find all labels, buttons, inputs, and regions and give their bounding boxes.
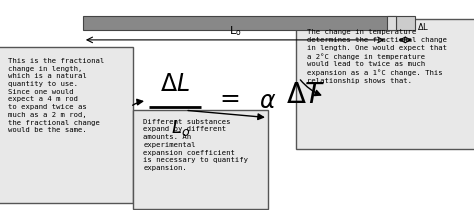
FancyBboxPatch shape (133, 110, 268, 209)
Text: $\mathsf{L_o}$: $\mathsf{L_o}$ (229, 24, 241, 38)
Text: Different substances
expand by different
amounts. An
experimental
expansion coef: Different substances expand by different… (143, 119, 248, 171)
Bar (396, 16, 415, 30)
Text: $=$: $=$ (215, 85, 240, 109)
FancyBboxPatch shape (0, 47, 133, 203)
Text: $L_o$: $L_o$ (171, 118, 190, 138)
FancyBboxPatch shape (296, 19, 474, 149)
Text: The change in temperature
determines the fractional change
in length. One would : The change in temperature determines the… (307, 29, 447, 84)
Text: $\mathsf{\Delta L}$: $\mathsf{\Delta L}$ (417, 21, 429, 32)
Bar (387, 16, 396, 30)
Text: $\Delta L$: $\Delta L$ (160, 72, 191, 96)
Text: $\Delta T$: $\Delta T$ (286, 80, 326, 109)
Text: $\alpha$: $\alpha$ (259, 89, 276, 113)
Bar (83, 16, 396, 30)
Text: This is the fractional
change in length,
which is a natural
quantity to use.
Sin: This is the fractional change in length,… (8, 58, 104, 134)
